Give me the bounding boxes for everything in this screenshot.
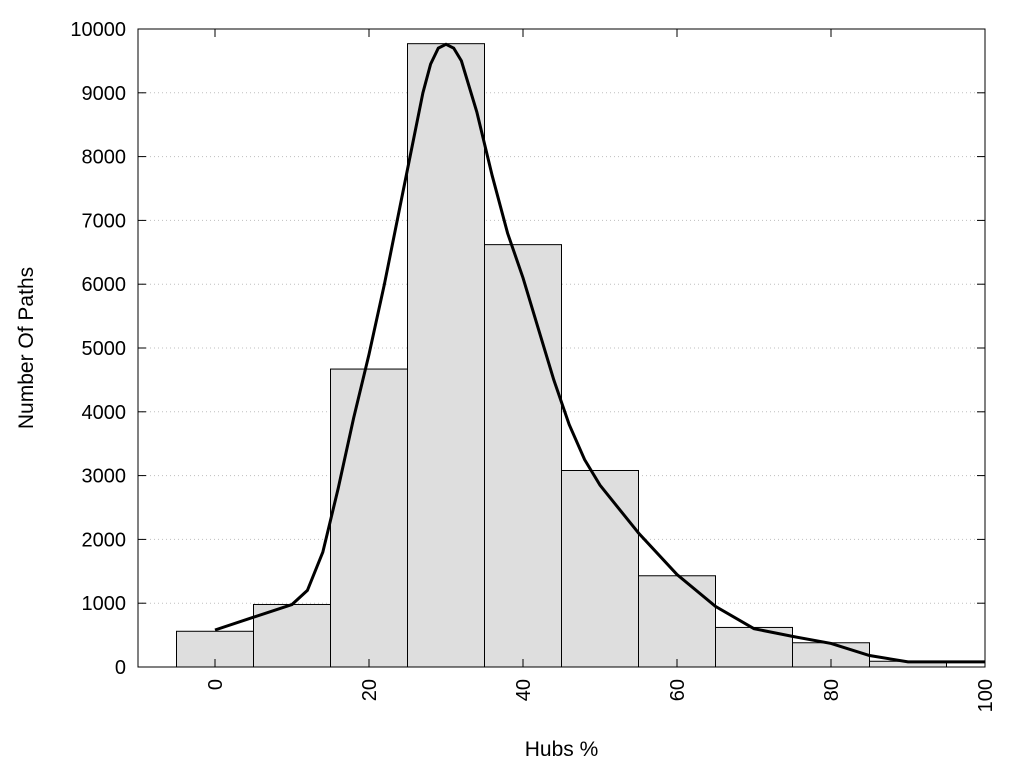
bar	[484, 244, 562, 668]
bars-group	[176, 43, 947, 668]
bar	[561, 469, 639, 668]
y-tick-label: 8000	[82, 147, 127, 169]
x-tick-label: 20	[359, 679, 381, 701]
y-tick-label: 1000	[82, 593, 127, 615]
y-axis-title: Number Of Paths	[15, 267, 38, 429]
y-tick-label: 4000	[82, 402, 127, 424]
y-tick-label: 0	[115, 657, 126, 679]
x-tick-label: 0	[205, 679, 227, 690]
y-tick-label: 6000	[82, 274, 127, 296]
x-tick-label: 100	[975, 679, 997, 712]
y-tick-label: 3000	[82, 466, 127, 488]
bar	[330, 368, 408, 668]
x-tick-label: 40	[513, 679, 535, 701]
x-tick-label: 80	[821, 679, 843, 701]
y-axis-ticks: 0 1000 2000 3000 4000 5000 6000 7000 8000 9000 100…	[70, 19, 985, 679]
x-axis-ticks: 0 20 40 60 80 100	[205, 29, 997, 712]
y-tick-label: 5000	[82, 338, 127, 360]
bar	[407, 43, 485, 668]
x-tick-label: 60	[667, 679, 689, 701]
bar	[638, 575, 716, 668]
y-tick-label: 7000	[82, 210, 127, 232]
x-axis-title: Hubs %	[525, 738, 599, 761]
y-tick-label: 10000	[70, 19, 126, 41]
y-tick-label: 2000	[82, 529, 127, 551]
y-tick-label: 9000	[82, 83, 127, 105]
density-curve	[214, 42, 985, 664]
